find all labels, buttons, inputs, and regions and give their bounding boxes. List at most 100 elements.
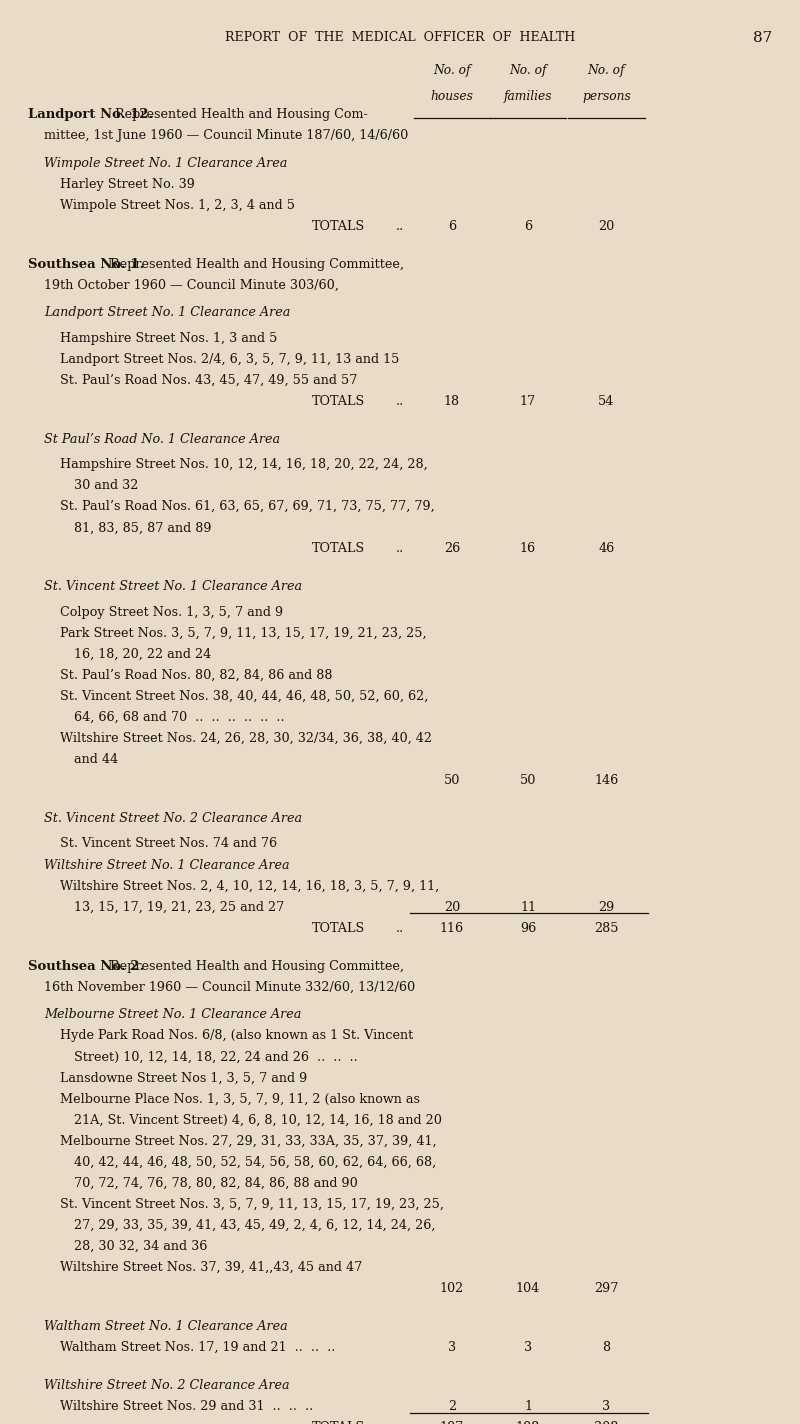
Text: Wiltshire Street Nos. 2, 4, 10, 12, 14, 16, 18, 3, 5, 7, 9, 11,: Wiltshire Street Nos. 2, 4, 10, 12, 14, … [60,880,439,893]
Text: 6: 6 [524,219,532,234]
Text: St. Paul’s Road Nos. 80, 82, 84, 86 and 88: St. Paul’s Road Nos. 80, 82, 84, 86 and … [60,669,333,682]
Text: TOTALS: TOTALS [312,921,365,934]
Text: 20: 20 [598,219,614,234]
Text: Waltham Street No. 1 Clearance Area: Waltham Street No. 1 Clearance Area [44,1320,288,1333]
Text: Park Street Nos. 3, 5, 7, 9, 11, 13, 15, 17, 19, 21, 23, 25,: Park Street Nos. 3, 5, 7, 9, 11, 13, 15,… [60,627,426,639]
Text: Melbourne Street Nos. 27, 29, 31, 33, 33A, 35, 37, 39, 41,: Melbourne Street Nos. 27, 29, 31, 33, 33… [60,1135,437,1148]
Text: 16: 16 [520,543,536,555]
Text: Wimpole Street Nos. 1, 2, 3, 4 and 5: Wimpole Street Nos. 1, 2, 3, 4 and 5 [60,199,295,212]
Text: Landport Street Nos. 2/4, 6, 3, 5, 7, 9, 11, 13 and 15: Landport Street Nos. 2/4, 6, 3, 5, 7, 9,… [60,353,399,366]
Text: 3: 3 [602,1400,610,1413]
Text: Represented Health and Housing Committee,: Represented Health and Housing Committee… [102,960,404,973]
Text: Harley Street No. 39: Harley Street No. 39 [60,178,195,191]
Text: 40, 42, 44, 46, 48, 50, 52, 54, 56, 58, 60, 62, 64, 66, 68,: 40, 42, 44, 46, 48, 50, 52, 54, 56, 58, … [74,1156,436,1169]
Text: ..: .. [396,921,404,934]
Text: TOTALS: TOTALS [312,394,365,407]
Text: 19th October 1960 — Council Minute 303/60,: 19th October 1960 — Council Minute 303/6… [44,279,339,292]
Text: Hyde Park Road Nos. 6/8, (also known as 1 St. Vincent: Hyde Park Road Nos. 6/8, (also known as … [60,1030,414,1042]
Text: 102: 102 [440,1282,464,1294]
Text: 308: 308 [594,1421,618,1424]
Text: Hampshire Street Nos. 1, 3 and 5: Hampshire Street Nos. 1, 3 and 5 [60,332,278,345]
Text: 297: 297 [594,1282,618,1294]
Text: Represented Health and Housing Committee,: Represented Health and Housing Committee… [102,258,404,271]
Text: Melbourne Place Nos. 1, 3, 5, 7, 9, 11, 2 (also known as: Melbourne Place Nos. 1, 3, 5, 7, 9, 11, … [60,1092,420,1105]
Text: St. Paul’s Road Nos. 61, 63, 65, 67, 69, 71, 73, 75, 77, 79,: St. Paul’s Road Nos. 61, 63, 65, 67, 69,… [60,500,434,513]
Text: Wiltshire Street Nos. 29 and 31  ..  ..  ..: Wiltshire Street Nos. 29 and 31 .. .. .. [60,1400,314,1413]
Text: St. Paul’s Road Nos. 43, 45, 47, 49, 55 and 57: St. Paul’s Road Nos. 43, 45, 47, 49, 55 … [60,373,358,387]
Text: St. Vincent Street No. 1 Clearance Area: St. Vincent Street No. 1 Clearance Area [44,581,302,594]
Text: 27, 29, 33, 35, 39, 41, 43, 45, 49, 2, 4, 6, 12, 14, 24, 26,: 27, 29, 33, 35, 39, 41, 43, 45, 49, 2, 4… [74,1219,435,1232]
Text: 6: 6 [448,219,456,234]
Text: families: families [504,90,552,103]
Text: 18: 18 [444,394,460,407]
Text: TOTALS: TOTALS [312,1421,365,1424]
Text: Wiltshire Street Nos. 37, 39, 41,,43, 45 and 47: Wiltshire Street Nos. 37, 39, 41,,43, 45… [60,1262,362,1274]
Text: TOTALS: TOTALS [312,219,365,234]
Text: 146: 146 [594,775,618,787]
Text: Wiltshire Street Nos. 24, 26, 28, 30, 32/34, 36, 38, 40, 42: Wiltshire Street Nos. 24, 26, 28, 30, 32… [60,732,432,745]
Text: 29: 29 [598,900,614,914]
Text: and 44: and 44 [74,753,118,766]
Text: 20: 20 [444,900,460,914]
Text: Wiltshire Street No. 2 Clearance Area: Wiltshire Street No. 2 Clearance Area [44,1378,290,1393]
Text: 26: 26 [444,543,460,555]
Text: 16th November 1960 — Council Minute 332/60, 13/12/60: 16th November 1960 — Council Minute 332/… [44,981,415,994]
Text: ..: .. [396,394,404,407]
Text: St Paul’s Road No. 1 Clearance Area: St Paul’s Road No. 1 Clearance Area [44,433,280,446]
Text: Lansdowne Street Nos 1, 3, 5, 7 and 9: Lansdowne Street Nos 1, 3, 5, 7 and 9 [60,1071,307,1084]
Text: 285: 285 [594,921,618,934]
Text: 64, 66, 68 and 70  ..  ..  ..  ..  ..  ..: 64, 66, 68 and 70 .. .. .. .. .. .. [74,711,284,723]
Text: Waltham Street Nos. 17, 19 and 21  ..  ..  ..: Waltham Street Nos. 17, 19 and 21 .. .. … [60,1341,335,1354]
Text: St. Vincent Street Nos. 74 and 76: St. Vincent Street Nos. 74 and 76 [60,837,277,850]
Text: ..: .. [396,219,404,234]
Text: 54: 54 [598,394,614,407]
Text: 30 and 32: 30 and 32 [74,478,138,493]
Text: 16, 18, 20, 22 and 24: 16, 18, 20, 22 and 24 [74,648,211,661]
Text: No. of: No. of [434,64,470,77]
Text: 46: 46 [598,543,614,555]
Text: persons: persons [582,90,630,103]
Text: 1: 1 [524,1400,532,1413]
Text: houses: houses [430,90,474,103]
Text: St. Vincent Street Nos. 3, 5, 7, 9, 11, 13, 15, 17, 19, 23, 25,: St. Vincent Street Nos. 3, 5, 7, 9, 11, … [60,1198,444,1210]
Text: 87: 87 [753,31,772,46]
Text: TOTALS: TOTALS [312,543,365,555]
Text: Southsea No. 1.: Southsea No. 1. [28,258,144,271]
Text: 8: 8 [602,1341,610,1354]
Text: mittee, 1st June 1960 — Council Minute 187/60, 14/6/60: mittee, 1st June 1960 — Council Minute 1… [44,130,408,142]
Text: 107: 107 [440,1421,464,1424]
Text: No. of: No. of [588,64,625,77]
Text: Landport No. 12.: Landport No. 12. [28,108,154,121]
Text: Melbourne Street No. 1 Clearance Area: Melbourne Street No. 1 Clearance Area [44,1008,302,1021]
Text: ..: .. [396,543,404,555]
Text: 28, 30 32, 34 and 36: 28, 30 32, 34 and 36 [74,1240,207,1253]
Text: Represented Health and Housing Com-: Represented Health and Housing Com- [106,108,367,121]
Text: No. of: No. of [510,64,546,77]
Text: 21A, St. Vincent Street) 4, 6, 8, 10, 12, 14, 16, 18 and 20: 21A, St. Vincent Street) 4, 6, 8, 10, 12… [74,1114,442,1126]
Text: 96: 96 [520,921,536,934]
Text: 17: 17 [520,394,536,407]
Text: Wiltshire Street No. 1 Clearance Area: Wiltshire Street No. 1 Clearance Area [44,859,290,871]
Text: 50: 50 [520,775,536,787]
Text: Hampshire Street Nos. 10, 12, 14, 16, 18, 20, 22, 24, 28,: Hampshire Street Nos. 10, 12, 14, 16, 18… [60,459,428,471]
Text: 2: 2 [448,1400,456,1413]
Text: 3: 3 [448,1341,456,1354]
Text: Street) 10, 12, 14, 18, 22, 24 and 26  ..  ..  ..: Street) 10, 12, 14, 18, 22, 24 and 26 ..… [74,1051,358,1064]
Text: 70, 72, 74, 76, 78, 80, 82, 84, 86, 88 and 90: 70, 72, 74, 76, 78, 80, 82, 84, 86, 88 a… [74,1176,358,1189]
Text: ..: .. [396,1421,404,1424]
Text: 3: 3 [524,1341,532,1354]
Text: 81, 83, 85, 87 and 89: 81, 83, 85, 87 and 89 [74,521,211,534]
Text: 104: 104 [516,1282,540,1294]
Text: Wimpole Street No. 1 Clearance Area: Wimpole Street No. 1 Clearance Area [44,157,287,169]
Text: Southsea No. 2.: Southsea No. 2. [28,960,144,973]
Text: 116: 116 [440,921,464,934]
Text: 108: 108 [516,1421,540,1424]
Text: Landport Street No. 1 Clearance Area: Landport Street No. 1 Clearance Area [44,306,290,319]
Text: REPORT  OF  THE  MEDICAL  OFFICER  OF  HEALTH: REPORT OF THE MEDICAL OFFICER OF HEALTH [225,31,575,44]
Text: 50: 50 [444,775,460,787]
Text: St. Vincent Street Nos. 38, 40, 44, 46, 48, 50, 52, 60, 62,: St. Vincent Street Nos. 38, 40, 44, 46, … [60,689,428,703]
Text: 11: 11 [520,900,536,914]
Text: 13, 15, 17, 19, 21, 23, 25 and 27: 13, 15, 17, 19, 21, 23, 25 and 27 [74,900,284,914]
Text: Colpoy Street Nos. 1, 3, 5, 7 and 9: Colpoy Street Nos. 1, 3, 5, 7 and 9 [60,605,283,618]
Text: St. Vincent Street No. 2 Clearance Area: St. Vincent Street No. 2 Clearance Area [44,812,302,824]
